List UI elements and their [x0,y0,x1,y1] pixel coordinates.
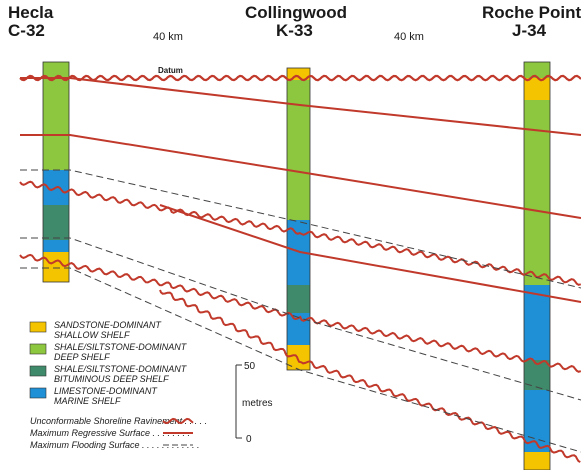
unconformity-ravinement-2 [19,253,581,373]
svg-text:Maximum Regressive Surface . .: Maximum Regressive Surface . . . . . . .… [30,428,190,438]
well-id-collingwood: K-33 [276,21,313,40]
legend-facies-shale-bituminous: SHALE/SILTSTONE-DOMINANT BITUMINOUS DEEP… [29,364,188,384]
legend-surface-max-flooding: Maximum Flooding Surface . . . . . . . .… [30,440,200,450]
svg-text:SHALLOW SHELF: SHALLOW SHELF [54,330,130,340]
well-name-hecla: Hecla [8,3,54,22]
scale-bottom-label: 0 [246,434,252,445]
legend-surface-max-regressive: Maximum Regressive Surface . . . . . . .… [30,428,193,438]
max-flooding-surface-2 [20,237,581,401]
svg-text:DEEP SHELF: DEEP SHELF [54,352,110,362]
legend: SANDSTONE-DOMINANT SHALLOW SHELF SHALE/S… [29,320,207,450]
well-id-roche-point: J-34 [512,21,547,40]
legend-surface-ravinement: Unconformable Shoreline Ravinement . . .… [30,416,207,426]
max-regressive-surface-1 [20,77,581,136]
svg-text:MARINE SHELF: MARINE SHELF [54,396,121,406]
max-regressive-surface-3 [159,204,581,303]
distance-label-2: 40 km [394,31,424,43]
legend-facies-sandstone: SANDSTONE-DOMINANT SHALLOW SHELF [29,320,162,340]
svg-text:LIMESTONE-DOMINANT: LIMESTONE-DOMINANT [54,386,158,396]
well-column-hecla [42,61,70,283]
svg-text:SHALE/SILTSTONE-DOMINANT: SHALE/SILTSTONE-DOMINANT [54,364,188,374]
unconformity-ravinement-3 [159,289,581,463]
well-name-roche-point: Roche Point [482,3,581,22]
distance-label-1: 40 km [153,31,183,43]
max-flooding-surface-3 [20,267,581,453]
well-column-collingwood [286,67,311,371]
svg-text:BITUMINOUS DEEP SHELF: BITUMINOUS DEEP SHELF [54,374,169,384]
svg-text:Maximum Flooding Surface . . .: Maximum Flooding Surface . . . . . . . .… [30,440,200,450]
max-regressive-surface-2 [20,134,581,219]
svg-text:SHALE/SILTSTONE-DOMINANT: SHALE/SILTSTONE-DOMINANT [54,342,188,352]
vertical-scale-bar: 50 metres 0 [235,361,273,445]
unconformity-datum [19,74,581,82]
datum-label: Datum [158,66,183,75]
well-name-collingwood: Collingwood [245,3,347,22]
well-id-hecla: C-32 [8,21,45,40]
legend-facies-shale-deep: SHALE/SILTSTONE-DOMINANT DEEP SHELF [29,342,188,362]
scale-unit-label: metres [242,398,273,409]
max-flooding-surface-1 [20,169,581,289]
scale-top-label: 50 [244,361,256,372]
svg-text:SANDSTONE-DOMINANT: SANDSTONE-DOMINANT [54,320,162,330]
svg-text:Unconformable Shoreline Ravine: Unconformable Shoreline Ravinement . . .… [30,416,207,426]
legend-facies-limestone: LIMESTONE-DOMINANT MARINE SHELF [29,386,158,406]
unconformity-ravinement-1 [19,180,581,286]
well-column-roche-point [523,61,551,470]
